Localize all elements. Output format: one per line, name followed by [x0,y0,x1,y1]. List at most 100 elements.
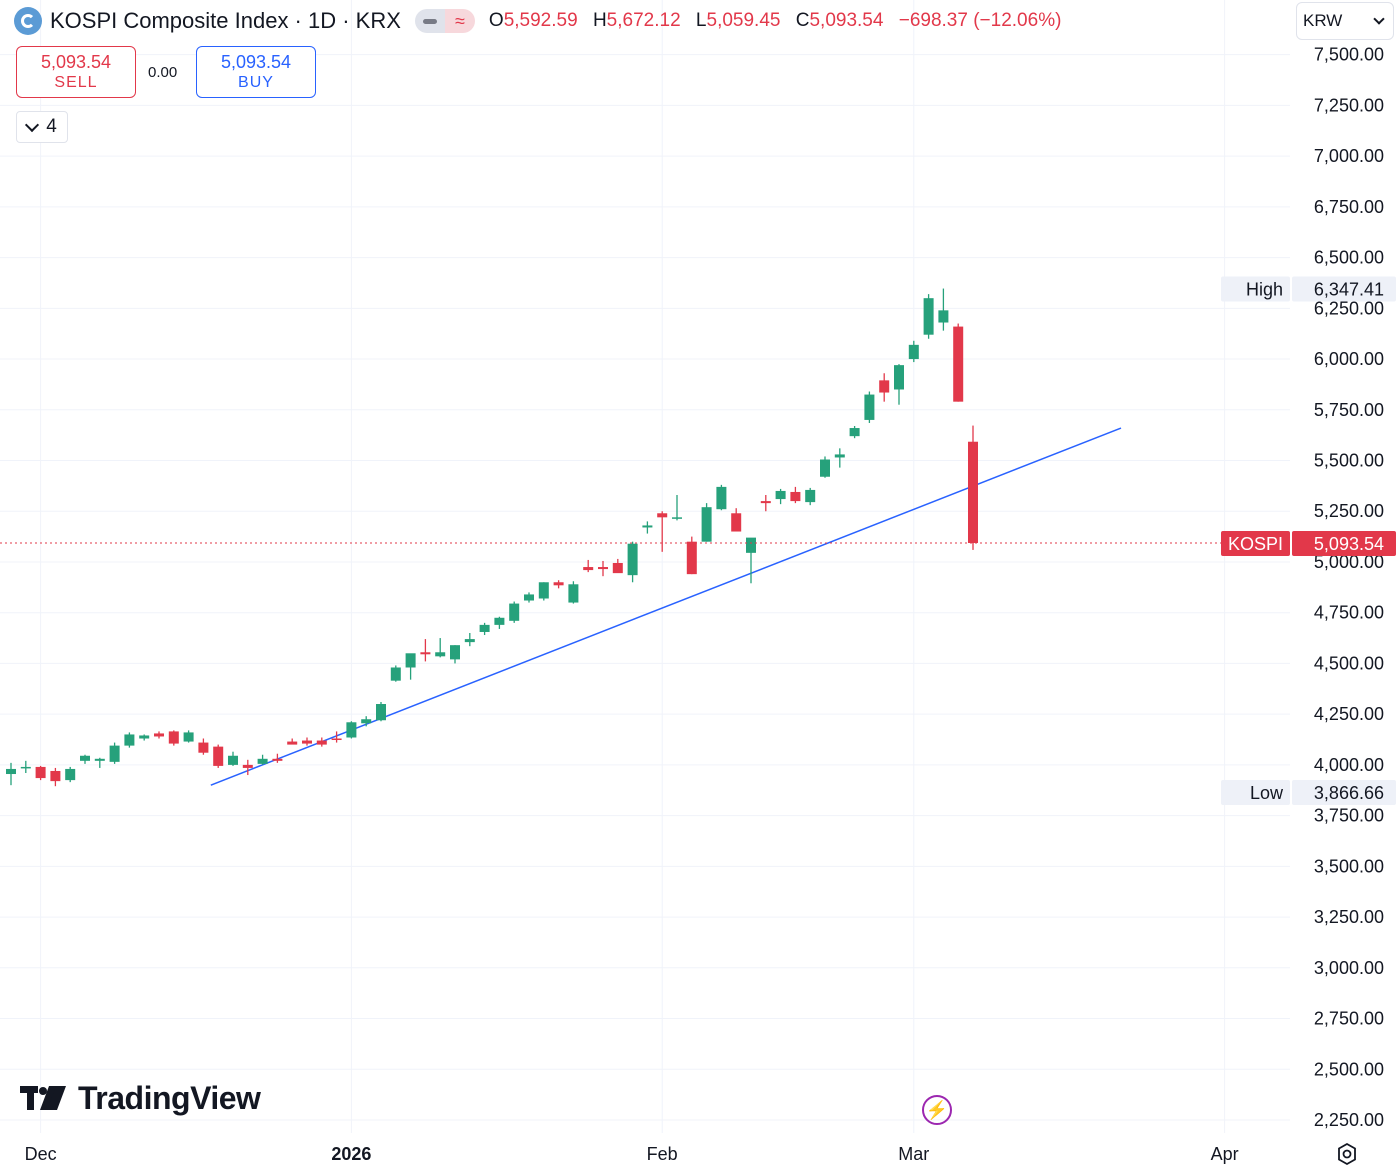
candle [760,495,771,512]
high-marker-label: High [1246,280,1283,300]
candle-body [257,758,268,764]
candle [820,456,830,478]
y-tick-label: 3,750.00 [1314,806,1384,826]
y-tick-label: 7,500.00 [1314,45,1384,65]
high-marker: High 6,347.41 [1221,276,1396,302]
candle [464,632,475,647]
sell-label: SELL [54,74,98,91]
high-marker-label-bg [1221,276,1290,302]
low-marker-label-bg [1221,779,1290,805]
y-tick-label: 5,250.00 [1314,501,1384,521]
y-tick-label: 7,000.00 [1314,146,1384,166]
candle [435,638,446,658]
candle-body [583,567,594,571]
settings-gear-icon[interactable] [1335,1142,1359,1166]
candle [213,744,224,768]
time-axis[interactable]: Dec 2026 Feb Mar Apr [25,1144,1239,1164]
chevron-down-icon [1373,13,1385,25]
y-tick-label: 2,750.00 [1314,1009,1384,1029]
symbol-title[interactable]: KOSPI Composite Index · 1D · KRX [50,8,401,33]
lightning-icon[interactable]: ⚡ [922,1095,952,1125]
candle-body [908,344,919,360]
candle [109,742,120,764]
low-value: 5,059.45 [706,10,781,31]
tradingview-logo[interactable]: TradingView [20,1080,261,1117]
candle-body [820,459,830,477]
y-tick-label: 5,500.00 [1314,451,1384,471]
y-tick-label: 6,000.00 [1314,349,1384,369]
y-tick-label: 3,250.00 [1314,907,1384,927]
candle [257,754,268,765]
low-label: L [695,10,707,31]
candle-body [464,639,475,643]
candle [849,426,860,439]
buy-button[interactable]: 5,093.54 BUY [196,46,316,98]
candle [686,536,697,575]
candle-body [35,766,46,779]
price-badges: High 6,347.41 Low 3,866.66 KOSPI 5,093.54 [1221,276,1396,805]
candle [583,559,594,573]
x-tick-label: Feb [647,1144,678,1164]
candle-body [598,567,608,570]
candle [228,751,238,766]
candle [35,765,46,781]
candle-body [760,501,771,504]
candle [612,558,623,574]
last-price-marker-value: 5,093.54 [1314,534,1384,554]
low-marker-label: Low [1250,783,1284,803]
candle-body [879,380,890,393]
candle [834,448,845,468]
high-marker-value: 6,347.41 [1314,280,1384,300]
candles-layer [6,288,978,787]
candle-body [139,735,150,739]
candle [538,582,549,601]
candle-body [450,645,460,660]
candle [302,737,312,746]
sell-price: 5,093.54 [40,52,112,72]
candle [672,495,682,521]
price-axis[interactable]: 2,250.00 2,500.00 2,750.00 3,000.00 3,250.00… [1314,45,1384,1130]
status-pill[interactable]: ≈ [414,9,475,33]
tradingview-logo-text: TradingView [78,1080,261,1116]
indicators-toggle-button[interactable]: 4 [16,111,68,143]
candle-body [198,742,209,753]
candle-body [80,755,90,761]
candle-body [316,740,327,745]
candle [50,767,61,787]
candle [908,340,919,363]
candle-body [642,525,653,528]
symbol-logo-icon [14,7,42,35]
candle-body [154,733,164,737]
candle-body [124,734,135,746]
delayed-data-icon: ≈ [444,9,475,33]
candle-body [701,507,712,542]
candle [657,511,668,552]
candle-body [775,490,786,500]
x-tick-label: Apr [1211,1144,1239,1164]
y-tick-label: 4,250.00 [1314,704,1384,724]
candle-body [213,746,224,766]
indicators-count: 4 [46,116,57,137]
candle-body [65,768,76,781]
candle [20,760,31,774]
currency-select[interactable]: KRW [1296,2,1394,40]
candle [923,294,934,339]
candle-body [672,517,682,519]
candle [316,737,327,747]
candle-body [509,603,520,621]
candle [420,639,431,662]
low-marker-value: 3,866.66 [1314,783,1384,803]
y-tick-label: 5,750.00 [1314,400,1384,420]
candle-body [553,582,564,586]
candle-body [6,768,16,775]
candle-body [849,428,860,437]
sell-button[interactable]: 5,093.54 SELL [16,46,136,98]
y-tick-label: 3,500.00 [1314,856,1384,876]
candle-body [731,513,742,532]
low-marker: Low 3,866.66 [1221,779,1396,805]
y-tick-label: 2,250.00 [1314,1110,1384,1130]
candle [746,537,756,584]
ohlc-legend: O5,592.59 H5,672.12 L5,059.45 C5,093.54 … [489,10,1062,32]
y-tick-label: 5,000.00 [1314,552,1384,572]
